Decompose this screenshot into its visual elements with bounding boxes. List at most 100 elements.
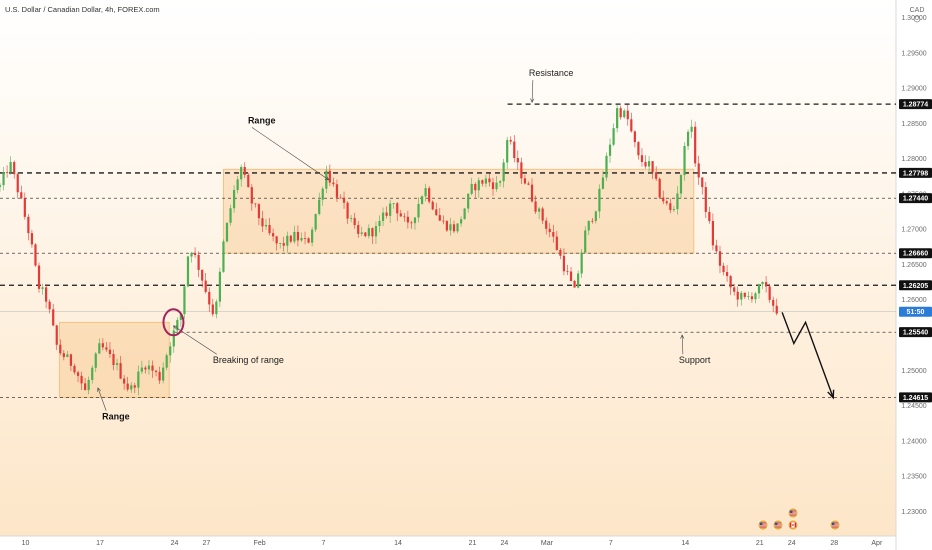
candle — [757, 283, 761, 299]
candle — [679, 174, 683, 199]
svg-text:1.28774: 1.28774 — [903, 102, 928, 109]
candle — [183, 286, 186, 319]
candle — [16, 172, 19, 199]
candle — [431, 200, 434, 211]
candle — [598, 184, 601, 219]
price-tick-label: 1.29500 — [901, 50, 926, 57]
time-axis-background — [0, 536, 896, 550]
chart-title: U.S. Dollar / Canadian Dollar, 4h, FOREX… — [5, 5, 160, 14]
candle — [601, 170, 605, 190]
candle — [59, 339, 62, 356]
candle — [126, 376, 129, 392]
level-lines — [0, 103, 896, 398]
candle — [413, 217, 417, 230]
annotation-label: Breaking of range — [213, 355, 284, 365]
price-axis: 1.300001.295001.290001.285001.280001.275… — [899, 15, 932, 516]
candle — [477, 177, 480, 198]
candle — [236, 175, 239, 194]
candle — [552, 224, 555, 243]
ca-flag-icon[interactable] — [787, 519, 799, 531]
candle — [676, 186, 679, 215]
level-price-label: 1.27440 — [899, 193, 932, 204]
currency-settings[interactable] — [913, 15, 921, 23]
us-flag-icon[interactable] — [757, 519, 769, 531]
candle — [580, 249, 583, 278]
svg-text:1.26205: 1.26205 — [903, 283, 928, 290]
candle — [612, 123, 615, 147]
svg-text:1.27798: 1.27798 — [903, 170, 928, 177]
candle — [261, 210, 264, 232]
candle — [364, 232, 367, 238]
candle — [647, 155, 651, 174]
candle — [644, 155, 647, 169]
time-tick-label: 24 — [171, 540, 179, 547]
candle — [410, 220, 413, 229]
candle — [101, 338, 104, 351]
currency-settings-icon[interactable] — [913, 15, 921, 23]
candle — [374, 221, 378, 244]
candle — [559, 247, 562, 260]
candle — [686, 129, 690, 150]
time-tick-label: 28 — [830, 540, 838, 547]
candle — [520, 157, 523, 184]
candle — [417, 197, 420, 223]
candle — [257, 202, 261, 226]
plot-background — [0, 0, 896, 536]
candle — [764, 276, 768, 293]
candle — [229, 204, 232, 226]
candle — [747, 291, 750, 301]
candle — [162, 362, 165, 384]
candle — [534, 195, 537, 215]
candle — [23, 192, 26, 220]
candle — [718, 245, 722, 274]
candle — [321, 186, 324, 206]
candle — [311, 226, 314, 247]
currency-label: CAD — [910, 7, 925, 14]
candle — [545, 217, 548, 235]
candle — [76, 370, 80, 383]
candle — [665, 199, 668, 206]
candle — [211, 298, 214, 317]
candle — [623, 108, 626, 119]
us-flag-icon[interactable] — [829, 519, 841, 531]
candle — [608, 138, 612, 163]
us-flag-icon[interactable] — [772, 519, 784, 531]
candle — [729, 274, 732, 295]
candle — [98, 338, 101, 354]
candle — [438, 207, 441, 222]
annotation-arrowhead — [680, 334, 685, 339]
candle — [406, 210, 409, 229]
candle — [45, 283, 48, 309]
candle — [488, 173, 491, 187]
candle — [467, 193, 470, 213]
time-tick-label: 14 — [681, 540, 689, 547]
candle — [147, 360, 151, 375]
candles — [0, 104, 778, 396]
annotations: Range Range Resistance Breaking of range Sup… — [97, 68, 835, 422]
candle — [314, 213, 317, 233]
candle — [172, 326, 175, 353]
time-tick-label: 24 — [788, 540, 796, 547]
candle — [378, 215, 381, 233]
price-tick-label: 1.26500 — [901, 262, 926, 269]
candle — [282, 236, 285, 252]
candle — [154, 369, 158, 377]
candle — [640, 148, 644, 167]
time-tick-label: Mar — [541, 540, 554, 547]
candle — [215, 299, 218, 319]
candle — [300, 232, 303, 242]
candle — [594, 210, 597, 224]
candle — [435, 202, 438, 216]
candle — [0, 182, 2, 192]
candle — [357, 220, 360, 238]
candle — [30, 229, 34, 248]
candle — [516, 150, 519, 170]
candle — [69, 353, 73, 372]
projection-arrowhead — [827, 389, 835, 400]
candle — [772, 296, 775, 313]
economic-events[interactable] — [757, 507, 841, 531]
level-price-label: 1.25540 — [899, 327, 932, 338]
time-tick-label: 14 — [394, 540, 402, 547]
us-flag-icon[interactable] — [787, 507, 799, 519]
